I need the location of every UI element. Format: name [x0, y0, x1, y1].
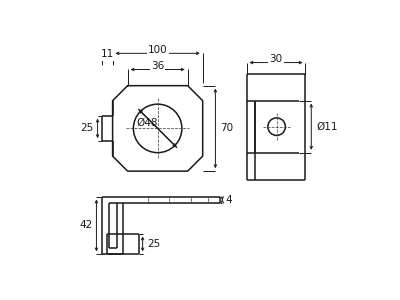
Text: 100: 100: [148, 45, 168, 55]
Text: Ø48: Ø48: [136, 118, 158, 128]
Text: 25: 25: [147, 239, 160, 249]
Text: Ø11: Ø11: [316, 122, 338, 132]
Text: 25: 25: [81, 123, 94, 134]
Text: 11: 11: [101, 50, 114, 59]
Text: 4: 4: [226, 195, 232, 205]
Text: 30: 30: [270, 54, 282, 64]
Text: 70: 70: [220, 123, 234, 134]
Text: 42: 42: [80, 220, 93, 230]
Text: 36: 36: [151, 61, 164, 71]
